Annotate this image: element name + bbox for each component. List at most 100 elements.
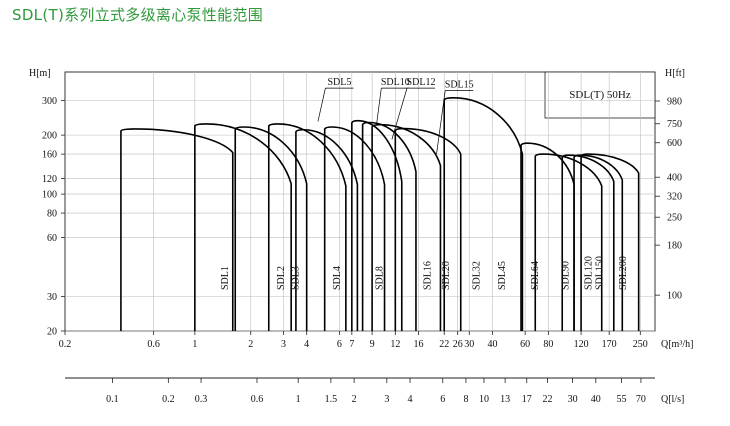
ls-tick-label: 3 bbox=[384, 394, 389, 405]
callout-leader bbox=[317, 88, 326, 122]
pump-curve-sdl12 bbox=[361, 121, 417, 331]
callout-leader bbox=[391, 88, 408, 140]
ls-tick-label: 1 bbox=[296, 394, 301, 405]
pump-curve-sdl64 bbox=[520, 142, 575, 331]
left-tick-label: 120 bbox=[42, 174, 57, 185]
right-tick-label: 980 bbox=[667, 96, 682, 107]
pump-curve-sdl16 bbox=[371, 123, 442, 331]
pump-curve-sdl8 bbox=[323, 126, 386, 331]
model-label-sdl90: SDL90 bbox=[560, 261, 571, 290]
pump-curve-sdl5 bbox=[295, 128, 359, 331]
model-label-sdl1: SDL1 bbox=[220, 266, 231, 290]
model-label-sdl20: SDL20 bbox=[441, 261, 452, 290]
callout-sdl5: SDL5 bbox=[327, 77, 351, 88]
pump-curve-sdl2 bbox=[194, 123, 292, 331]
model-label-sdl150: SDL150 bbox=[594, 256, 605, 290]
bottom-tick-label: 6 bbox=[337, 339, 342, 350]
page-title: SDL(T)系列立式多级离心泵性能范围 bbox=[12, 6, 263, 24]
model-label-sdl120: SDL120 bbox=[584, 256, 595, 290]
model-label-sdl16: SDL16 bbox=[422, 261, 433, 290]
ls-tick-label: 0.3 bbox=[195, 394, 208, 405]
ls-tick-label: 6 bbox=[440, 394, 445, 405]
callout-sdl12: SDL12 bbox=[407, 77, 436, 88]
pump-curve-sdl90 bbox=[534, 153, 603, 331]
right-tick-label: 180 bbox=[667, 241, 682, 252]
right-tick-label: 400 bbox=[667, 173, 682, 184]
bottom-tick-label: 22 bbox=[439, 339, 449, 350]
ls-tick-label: 30 bbox=[568, 394, 578, 405]
callout-sdl10: SDL10 bbox=[381, 77, 410, 88]
left-axis-label: H[m] bbox=[29, 68, 51, 79]
pump-curve-sdl200 bbox=[580, 153, 640, 331]
ls-tick-label: 13 bbox=[500, 394, 510, 405]
left-tick-label: 200 bbox=[42, 131, 57, 142]
ls-tick-label: 0.1 bbox=[106, 394, 119, 405]
bottom-tick-label: 2 bbox=[248, 339, 253, 350]
bottom-tick-label: 80 bbox=[543, 339, 553, 350]
legend-box bbox=[544, 71, 656, 119]
ls-tick-label: 40 bbox=[591, 394, 601, 405]
right-axis-label: H[ft] bbox=[665, 68, 685, 79]
model-label-sdl200: SDL200 bbox=[618, 256, 629, 290]
model-label-sdl64: SDL64 bbox=[530, 261, 541, 290]
right-tick-label: 600 bbox=[667, 138, 682, 149]
pump-curve-sdl20 bbox=[394, 127, 462, 331]
model-label-sdl8: SDL8 bbox=[375, 266, 386, 290]
ls-tick-label: 10 bbox=[479, 394, 489, 405]
bottom-tick-label: 0.6 bbox=[147, 339, 160, 350]
pump-curves bbox=[120, 97, 640, 331]
right-tick-label: 100 bbox=[667, 291, 682, 302]
bottom-tick-label: 3 bbox=[281, 339, 286, 350]
model-label-sdl2: SDL2 bbox=[276, 266, 287, 290]
model-label-sdl45: SDL45 bbox=[497, 261, 508, 290]
bottom-tick-label: 0.2 bbox=[59, 339, 72, 350]
bottom-tick-label: 1 bbox=[192, 339, 197, 350]
model-labels: SDL1 SDL2 SDL3 SDL4 SDL8 SDL16 SDL20 SDL32 SDL45… bbox=[220, 77, 629, 290]
left-tick-label: 300 bbox=[42, 96, 57, 107]
callout-sdl15: SDL15 bbox=[445, 80, 474, 91]
bottom-tick-label: 26 bbox=[453, 339, 463, 350]
bottom-tick-label: 9 bbox=[370, 339, 375, 350]
bottom-tick-label: 250 bbox=[633, 339, 648, 350]
bottom-tick-label: 60 bbox=[520, 339, 530, 350]
pump-curve-sdl10 bbox=[351, 119, 403, 331]
left-tick-label: 160 bbox=[42, 150, 57, 161]
left-tick-label: 60 bbox=[47, 233, 57, 244]
bottom-tick-label: 4 bbox=[304, 339, 309, 350]
ls-tick-label: 8 bbox=[463, 394, 468, 405]
bottom-tick-label: 16 bbox=[414, 339, 424, 350]
pump-curve-sdl32 bbox=[443, 97, 524, 331]
left-tick-label: 100 bbox=[42, 190, 57, 201]
pump-curve-sdl150 bbox=[573, 154, 624, 331]
bottom-tick-label: 7 bbox=[349, 339, 354, 350]
ls-tick-label: 2 bbox=[352, 394, 357, 405]
callout-leader bbox=[436, 90, 446, 155]
right-tick-label: 750 bbox=[667, 119, 682, 130]
left-tick-label: 30 bbox=[47, 292, 57, 303]
left-tick-label: 20 bbox=[47, 327, 57, 338]
bottom-axis-label: Q[m³/h] bbox=[661, 339, 693, 350]
ls-axis-label: Q[l/s] bbox=[661, 394, 684, 405]
bottom-tick-label: 170 bbox=[602, 339, 617, 350]
pump-curve-sdl1 bbox=[120, 128, 234, 331]
bottom-tick-label: 120 bbox=[574, 339, 589, 350]
ls-tick-label: 4 bbox=[408, 394, 413, 405]
bottom-tick-label: 30 bbox=[464, 339, 474, 350]
pump-curve-sdl4 bbox=[267, 123, 347, 331]
ls-tick-label: 55 bbox=[616, 394, 626, 405]
ls-tick-label: 0.6 bbox=[251, 394, 264, 405]
axes: 20306080100120160200300H[m]1001802503204… bbox=[29, 68, 693, 405]
legend-box-text: SDL(T) 50Hz bbox=[569, 89, 631, 101]
model-label-sdl4: SDL4 bbox=[332, 266, 343, 290]
right-tick-label: 320 bbox=[667, 192, 682, 203]
ls-tick-label: 70 bbox=[636, 394, 646, 405]
pump-curve-sdl3 bbox=[234, 126, 308, 331]
bottom-tick-label: 12 bbox=[390, 339, 400, 350]
chart-frame: SDL(T) 50Hz bbox=[64, 71, 656, 332]
bottom-tick-label: 40 bbox=[487, 339, 497, 350]
ls-tick-label: 0.2 bbox=[162, 394, 175, 405]
ls-tick-label: 22 bbox=[543, 394, 553, 405]
callout-leader bbox=[376, 88, 382, 126]
pump-curve-sdl120 bbox=[561, 154, 615, 331]
